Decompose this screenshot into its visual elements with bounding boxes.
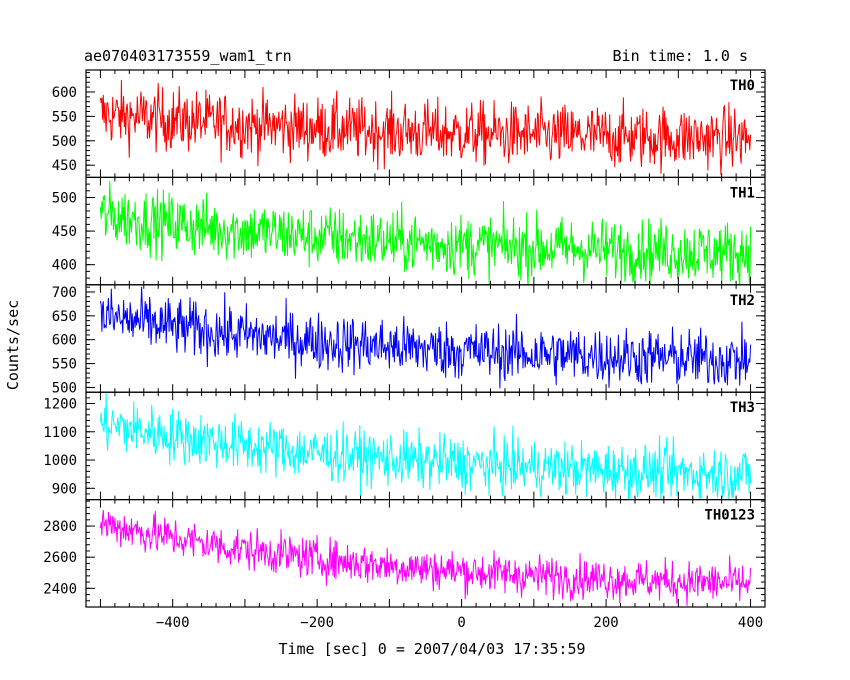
x-axis-label: Time [sec] 0 = 2007/04/03 17:35:59 [278, 640, 585, 658]
y-tick-label: 1000 [43, 453, 77, 469]
y-tick-label: 1200 [43, 397, 77, 413]
y-tick-label: 700 [52, 285, 77, 301]
panel-th0123: 2400 2600 2800 TH0123 [43, 499, 766, 608]
y-tick-label: 550 [52, 357, 77, 373]
series-line-th0123 [99, 509, 752, 606]
y-tick-label: 500 [52, 134, 77, 150]
series-line-th2 [99, 286, 752, 389]
y-tick-label: 600 [52, 85, 77, 101]
chart-title: ae070403173559_wam1_trn [84, 47, 292, 65]
panel-th0: 450 500 550 600 TH0 [52, 69, 766, 179]
x-tick-label: 0 [457, 615, 465, 631]
x-tick-label: −200 [300, 615, 334, 631]
panel-label: TH3 [730, 400, 755, 416]
y-tick-label: 400 [52, 258, 77, 274]
panel-frame [85, 284, 766, 393]
panel-label: TH0 [730, 78, 755, 94]
series-line-th3 [99, 392, 752, 500]
panel-th1: 400 450 500 TH1 [52, 176, 766, 286]
x-tick-labels: −400 −200 0 200 400 [156, 615, 763, 631]
series-line-th1 [99, 181, 752, 285]
panel-frame [85, 499, 766, 608]
bin-time-label: Bin time: 1.0 s [613, 47, 748, 65]
y-axis-label: Counts/sec [4, 300, 22, 390]
x-tick-label: 200 [593, 615, 618, 631]
y-tick-label: 900 [52, 481, 77, 497]
y-tick-label: 500 [52, 191, 77, 207]
y-tick-label: 650 [52, 309, 77, 325]
y-tick-label: 550 [52, 109, 77, 125]
y-tick-label: 1100 [43, 425, 77, 441]
panel-th3: 900 1000 1100 1200 TH3 [43, 391, 766, 501]
x-tick-label: 400 [738, 615, 763, 631]
x-tick-label: −400 [156, 615, 190, 631]
y-tick-label: 500 [52, 380, 77, 396]
panels-group: 450 500 550 600 TH0 400 450 500 TH1 500 550 600 650 7… [43, 69, 766, 608]
y-tick-label: 2400 [43, 581, 77, 597]
y-tick-label: 2600 [43, 550, 77, 566]
y-tick-label: 450 [52, 224, 77, 240]
series-line-th0 [99, 79, 752, 175]
panel-label: TH2 [730, 293, 755, 309]
y-tick-label: 450 [52, 158, 77, 174]
panel-th2: 500 550 600 650 700 TH2 [52, 284, 766, 396]
panel-label: TH1 [730, 185, 755, 201]
y-tick-label: 600 [52, 333, 77, 349]
y-tick-label: 2800 [43, 519, 77, 535]
panel-label: TH0123 [704, 508, 755, 524]
